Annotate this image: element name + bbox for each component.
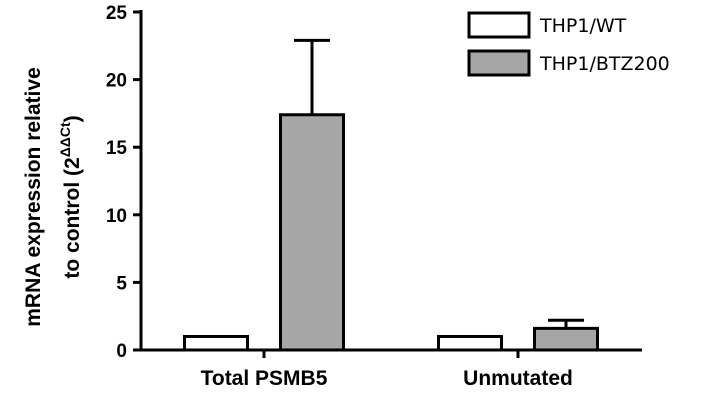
- y-tick-label: 10: [106, 206, 127, 227]
- y-tick-label: 5: [116, 273, 127, 294]
- y-tick-label: 25: [106, 3, 128, 24]
- bar: [437, 334, 503, 352]
- x-tick-label: Total PSMB5: [201, 367, 328, 390]
- bar: [183, 334, 249, 352]
- y-axis-label-line1: mRNA expression relative: [22, 67, 45, 327]
- legend-swatch: [467, 49, 531, 77]
- bars: [183, 38, 599, 352]
- y-axis-label-suffix: ): [61, 115, 84, 122]
- y-axis-label-prefix: to control (2: [61, 157, 84, 278]
- legend: THP1/WT THP1/BTZ200: [467, 11, 670, 77]
- legend-swatch: [467, 11, 531, 39]
- bar: [533, 326, 599, 352]
- y-axis-label-line2: to control (2ΔΔCt): [57, 115, 84, 278]
- y-tick-label: 15: [106, 138, 128, 159]
- bar: [279, 113, 345, 352]
- y-tick-label: 20: [106, 71, 127, 92]
- y-axis-label-superscript: ΔΔCt: [57, 122, 73, 157]
- legend-label: THP1/BTZ200: [539, 53, 670, 75]
- y-tick-label: 0: [116, 341, 127, 362]
- legend-label: THP1/WT: [539, 15, 627, 37]
- x-tick-label: Unmutated: [463, 367, 573, 390]
